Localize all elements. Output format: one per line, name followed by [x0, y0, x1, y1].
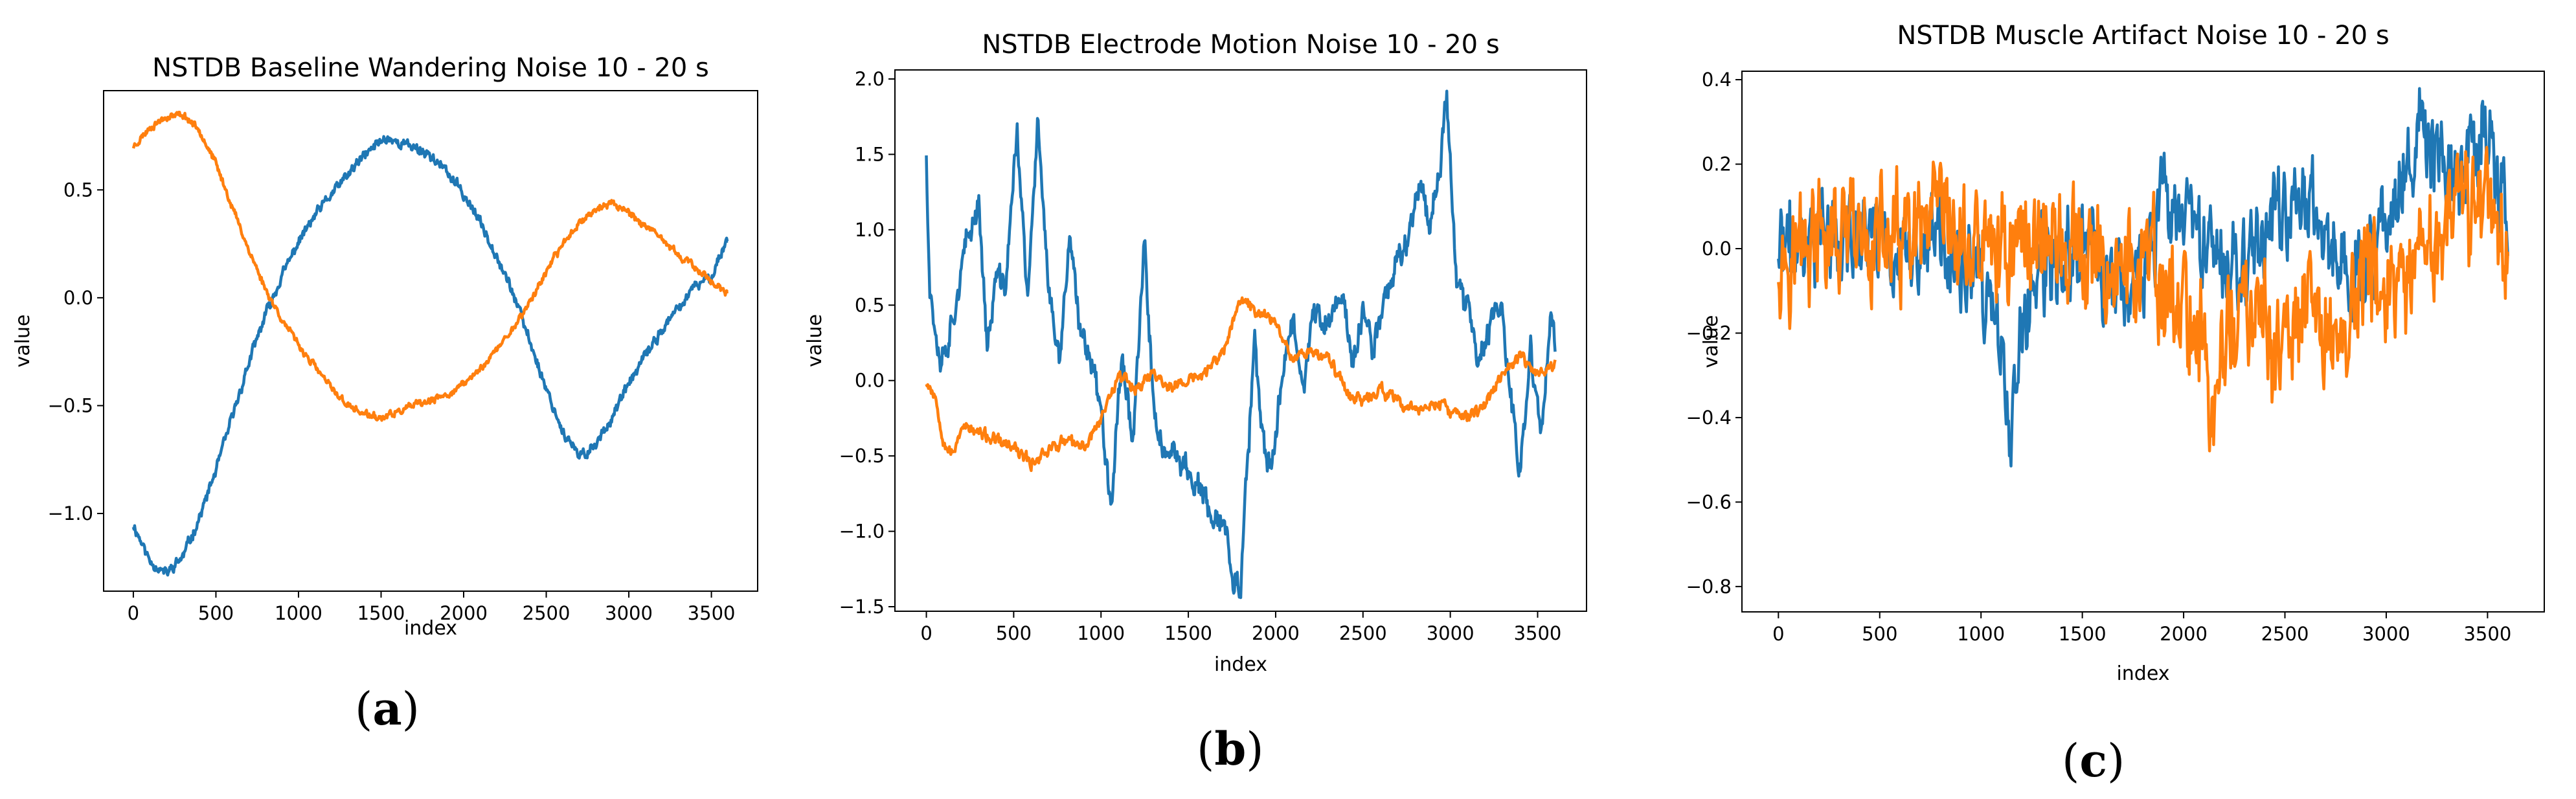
chart-title: NSTDB Electrode Motion Noise 10 - 20 s: [982, 30, 1499, 60]
x-tick-label: 2500: [523, 602, 571, 624]
x-tick-label: 1000: [1077, 622, 1125, 644]
x-tick-label: 3000: [2362, 623, 2410, 645]
y-tick-label: −0.5: [839, 445, 885, 467]
x-tick-label: 2500: [2261, 623, 2309, 645]
x-tick-label: 500: [198, 602, 234, 624]
y-tick-label: 0.0: [63, 287, 93, 309]
x-tick-label: 0: [1772, 623, 1784, 645]
x-tick-label: 2500: [1339, 622, 1387, 644]
series-line-blue: [925, 89, 1557, 600]
y-tick-label: 0.5: [855, 294, 885, 316]
x-tick-label: 2000: [440, 602, 488, 624]
series-line-blue: [131, 135, 729, 577]
x-axis-label: index: [404, 617, 457, 640]
y-tick-label: 0.0: [855, 370, 885, 392]
y-tick-label: 2.0: [855, 68, 885, 90]
x-tick-label: 0: [920, 622, 932, 644]
x-tick-label: 2000: [1252, 622, 1300, 644]
y-tick-label: 0.5: [63, 179, 93, 201]
x-tick-label: 3500: [1514, 622, 1562, 644]
y-tick-label: 0.4: [1702, 69, 1732, 91]
axes-frame: [103, 90, 758, 592]
x-tick-label: 1500: [2059, 623, 2107, 645]
y-tick-label: −0.6: [1686, 491, 1732, 513]
caption-a-letter: a: [372, 682, 402, 736]
y-tick-label: 1.5: [855, 143, 885, 165]
chart-title: NSTDB Baseline Wandering Noise 10 - 20 s: [152, 53, 709, 83]
caption-c-letter: c: [2079, 734, 2107, 787]
y-tick-label: 0.2: [1702, 153, 1732, 175]
x-tick-label: 500: [996, 622, 1032, 644]
series-line-orange: [925, 296, 1557, 473]
y-tick-label: −1.0: [48, 502, 93, 524]
series-line-orange: [1777, 146, 2509, 453]
y-tick-label: 0.0: [1702, 238, 1732, 260]
x-axis-label: index: [2116, 662, 2169, 685]
y-axis-label: value: [12, 315, 34, 368]
x-tick-label: 1000: [1957, 623, 2005, 645]
y-tick-label: −0.8: [1686, 576, 1732, 598]
x-tick-label: 500: [1862, 623, 1897, 645]
axes-frame: [894, 69, 1587, 612]
caption-a: (a): [355, 682, 420, 736]
y-tick-label: −1.5: [839, 596, 885, 618]
y-tick-label: −1.0: [839, 521, 885, 543]
x-tick-label: 1500: [357, 602, 405, 624]
x-tick-label: 3500: [688, 602, 736, 624]
x-tick-label: 3000: [1427, 622, 1474, 644]
y-tick-label: −0.5: [48, 394, 93, 416]
series-line-orange: [131, 111, 729, 422]
y-axis-label: value: [1700, 315, 1723, 368]
caption-b: (b): [1197, 722, 1264, 776]
caption-c: (c): [2062, 734, 2125, 787]
y-tick-label: −0.4: [1686, 407, 1732, 429]
y-axis-label: value: [804, 314, 826, 367]
chart-title: NSTDB Muscle Artifact Noise 10 - 20 s: [1897, 21, 2389, 51]
x-tick-label: 3000: [605, 602, 653, 624]
y-tick-label: −0.2: [1686, 322, 1732, 344]
x-tick-label: 2000: [2160, 623, 2208, 645]
x-tick-label: 0: [128, 602, 139, 624]
x-tick-label: 3500: [2463, 623, 2511, 645]
axes-frame: [1741, 71, 2545, 613]
x-tick-label: 1500: [1164, 622, 1212, 644]
x-axis-label: index: [1214, 653, 1267, 676]
x-tick-label: 1000: [275, 602, 322, 624]
y-tick-label: 1.0: [855, 219, 885, 241]
caption-b-letter: b: [1214, 722, 1247, 776]
